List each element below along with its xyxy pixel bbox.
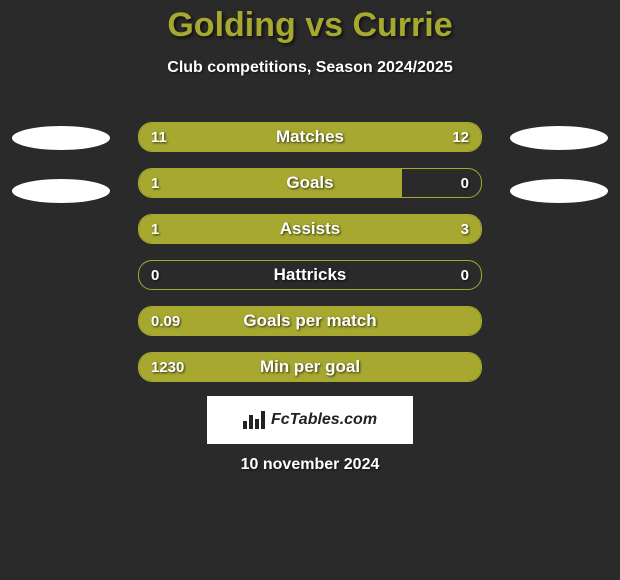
stat-value-right: 0 [461,169,469,197]
avatar-left-2 [12,179,110,203]
avatar-right-2 [510,179,608,203]
avatar-left-1 [12,126,110,150]
footer-date: 10 november 2024 [0,456,620,474]
stat-label: Hattricks [139,261,481,289]
stat-fill-left [139,215,225,243]
stat-row: 0.09Goals per match [138,306,482,336]
stat-fill-right [303,123,481,151]
page-title: Golding vs Currie [0,0,620,45]
stat-row: 0Hattricks0 [138,260,482,290]
stats-container: 11Matches121Goals01Assists30Hattricks00.… [138,122,482,398]
stat-fill-left [139,123,303,151]
avatar-right-1 [510,126,608,150]
stat-fill-left [139,307,481,335]
stat-row: 1Assists3 [138,214,482,244]
page-subtitle: Club competitions, Season 2024/2025 [0,59,620,77]
stat-fill-right [225,215,482,243]
comparison-card: Golding vs Currie Club competitions, Sea… [0,0,620,580]
stat-value-left: 0 [151,261,159,289]
stat-row: 1Goals0 [138,168,482,198]
stat-row: 11Matches12 [138,122,482,152]
stat-fill-left [139,169,402,197]
source-badge[interactable]: FcTables.com [207,396,413,444]
stat-value-right: 0 [461,261,469,289]
source-badge-text: FcTables.com [271,411,377,429]
bar-chart-icon [243,411,265,429]
stat-row: 1230Min per goal [138,352,482,382]
stat-fill-left [139,353,481,381]
